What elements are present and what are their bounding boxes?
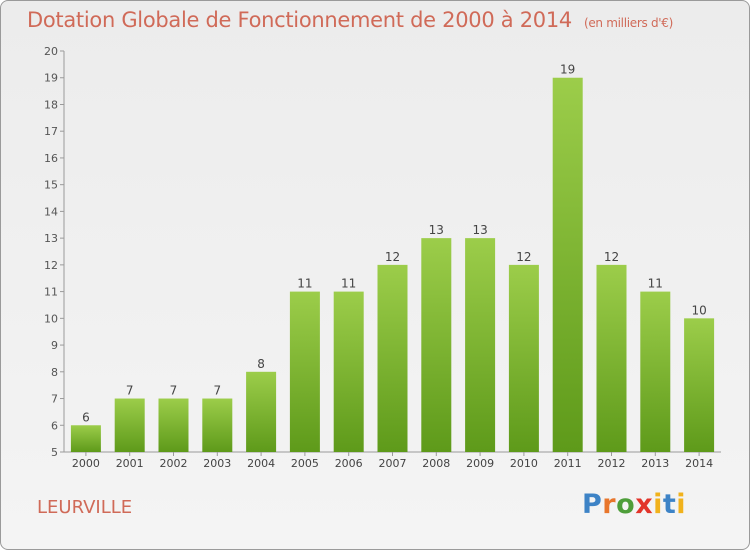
x-tick-label: 2005 — [291, 457, 319, 470]
x-tick-label: 2002 — [160, 457, 188, 470]
data-label-2014: 10 — [691, 303, 706, 317]
logo-letter: t — [662, 489, 677, 520]
x-tick-label: 2010 — [510, 457, 538, 470]
x-tick-label: 2003 — [203, 457, 231, 470]
bar-2014 — [684, 318, 715, 452]
y-tick-label: 18 — [44, 98, 58, 111]
data-label-2003: 7 — [213, 384, 221, 398]
logo-letter: i — [653, 489, 663, 520]
data-label-2007: 12 — [385, 250, 400, 264]
bar-2003 — [202, 398, 233, 452]
y-tick-label: 8 — [51, 366, 58, 379]
x-tick-label: 2004 — [247, 457, 275, 470]
bar-2011 — [552, 77, 583, 452]
y-tick-label: 11 — [44, 286, 58, 299]
bar-2006 — [333, 291, 364, 452]
y-tick-label: 5 — [51, 446, 58, 459]
logo-letter: o — [616, 489, 636, 520]
bar-2009 — [465, 238, 496, 452]
y-tick-label: 12 — [44, 259, 58, 272]
x-tick-label: 2009 — [466, 457, 494, 470]
data-label-2002: 7 — [170, 384, 178, 398]
y-tick-label: 10 — [44, 312, 58, 325]
bar-2004 — [246, 371, 277, 452]
x-tick-label: 2001 — [116, 457, 144, 470]
y-tick-label: 16 — [44, 152, 58, 165]
logo-letter: P — [582, 489, 603, 520]
y-tick-label: 14 — [44, 205, 58, 218]
x-tick-label: 2008 — [422, 457, 450, 470]
title-unit: (en milliers d'€) — [583, 16, 673, 30]
bar-2012 — [596, 264, 627, 452]
title-text: Dotation Globale de Fonctionnement de 20… — [27, 8, 572, 32]
data-label-2008: 13 — [429, 223, 444, 237]
x-tick-label: 2007 — [379, 457, 407, 470]
data-label-2005: 11 — [297, 277, 312, 291]
y-tick-label: 19 — [44, 72, 58, 85]
bar-2010 — [508, 264, 539, 452]
x-tick-label: 2014 — [685, 457, 713, 470]
y-tick-label: 17 — [44, 125, 58, 138]
bar-2013 — [640, 291, 671, 452]
bar-2001 — [114, 398, 145, 452]
data-label-2009: 13 — [472, 223, 487, 237]
data-label-2004: 8 — [257, 357, 265, 371]
bar-2000 — [70, 425, 101, 452]
x-tick-label: 2006 — [335, 457, 363, 470]
y-tick-label: 15 — [44, 179, 58, 192]
commune-name: LEURVILLE — [37, 497, 133, 518]
x-tick-label: 2013 — [641, 457, 669, 470]
bar-2007 — [377, 264, 408, 452]
bar-2008 — [421, 238, 452, 452]
y-tick-label: 20 — [44, 45, 58, 58]
data-label-2011: 19 — [560, 63, 575, 77]
logo-letter: i — [676, 489, 687, 520]
data-label-2000: 6 — [82, 410, 90, 424]
bar-2002 — [158, 398, 189, 452]
x-tick-label: 2000 — [72, 457, 100, 470]
data-label-2006: 11 — [341, 277, 356, 291]
data-label-2012: 12 — [604, 250, 619, 264]
data-label-2001: 7 — [126, 384, 134, 398]
y-tick-label: 7 — [51, 393, 58, 406]
bar-chart: 5 6 7 8 9 10 11 12 13 14 15 16 17 18 19 20 2000 2001 2002 2… — [44, 45, 721, 470]
x-tick-label: 2011 — [554, 457, 582, 470]
chart-title: Dotation Globale de Fonctionnement de 20… — [27, 8, 673, 32]
data-label-2010: 12 — [516, 250, 531, 264]
y-tick-label: 13 — [44, 232, 58, 245]
y-tick-label: 6 — [51, 419, 58, 432]
x-tick-label: 2012 — [598, 457, 626, 470]
data-label-2013: 11 — [648, 277, 663, 291]
logo-letter: x — [635, 489, 654, 520]
logo-letter: r — [602, 489, 617, 520]
proxiti-logo: Proxiti — [582, 489, 692, 525]
y-tick-label: 9 — [51, 339, 58, 352]
bar-2005 — [289, 291, 320, 452]
